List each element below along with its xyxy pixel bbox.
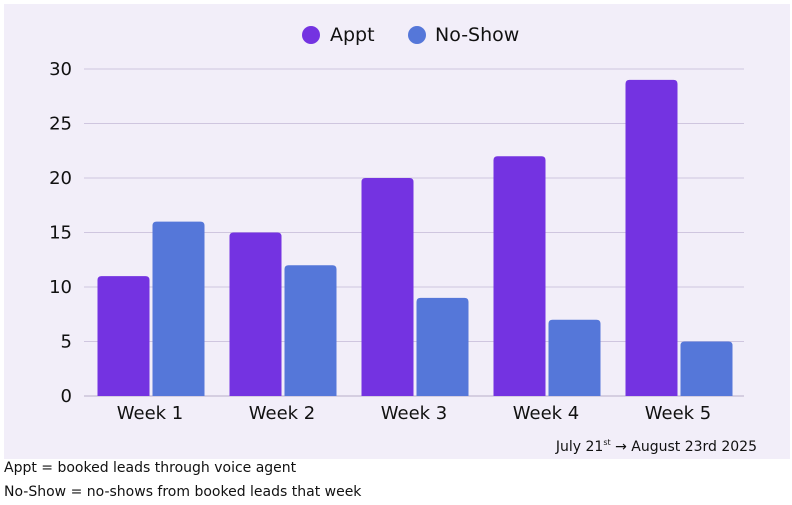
legend-note-appt: Appt = booked leads through voice agent <box>4 460 297 476</box>
bar-appt-week-3 <box>361 178 414 396</box>
bar-appt-week-1 <box>97 276 150 396</box>
y-tick-label: 0 <box>61 386 72 407</box>
bar-no-show-week-3 <box>416 297 469 396</box>
x-tick-label: Week 5 <box>645 403 712 424</box>
date-range-arrow: → <box>615 439 627 455</box>
y-tick-label: 20 <box>49 168 72 189</box>
bar-no-show-week-2 <box>284 265 337 396</box>
date-range-label: July 21st → August 23rd 2025 <box>556 438 757 455</box>
bar-no-show-week-1 <box>152 221 205 396</box>
date-range-start: July 21 <box>555 439 604 455</box>
y-tick-label: 25 <box>49 114 72 135</box>
legend-marker <box>302 26 320 44</box>
x-tick-label: Week 1 <box>117 403 184 424</box>
x-tick-label: Week 2 <box>249 403 316 424</box>
x-tick-label: Week 3 <box>381 403 448 424</box>
bar-no-show-week-5 <box>680 341 733 396</box>
bar-chart: 0 5 10 15 20 25 30 Week 1 Week 2 Week 3 Week 4 Week… <box>49 24 744 424</box>
bar-no-show-week-4 <box>548 319 601 396</box>
legend-marker <box>408 26 426 44</box>
x-tick-label: Week 4 <box>513 403 580 424</box>
y-tick-label: 30 <box>49 59 72 80</box>
legend-label: Appt <box>330 24 375 46</box>
legend-note-no-show: No-Show = no-shows from booked leads tha… <box>4 484 362 500</box>
y-tick-label: 15 <box>49 223 72 244</box>
date-range-end: August 23rd 2025 <box>631 439 757 455</box>
y-tick-label: 10 <box>49 277 72 298</box>
bar-appt-week-4 <box>493 156 546 396</box>
bar-appt-week-2 <box>229 232 282 396</box>
date-range-start-suffix: st <box>603 438 611 447</box>
chart-panel: 0 5 10 15 20 25 30 Week 1 Week 2 Week 3 Week 4 Week… <box>4 4 790 459</box>
bar-appt-week-5 <box>625 79 678 397</box>
legend-label: No-Show <box>435 24 519 46</box>
y-tick-label: 5 <box>61 332 72 353</box>
